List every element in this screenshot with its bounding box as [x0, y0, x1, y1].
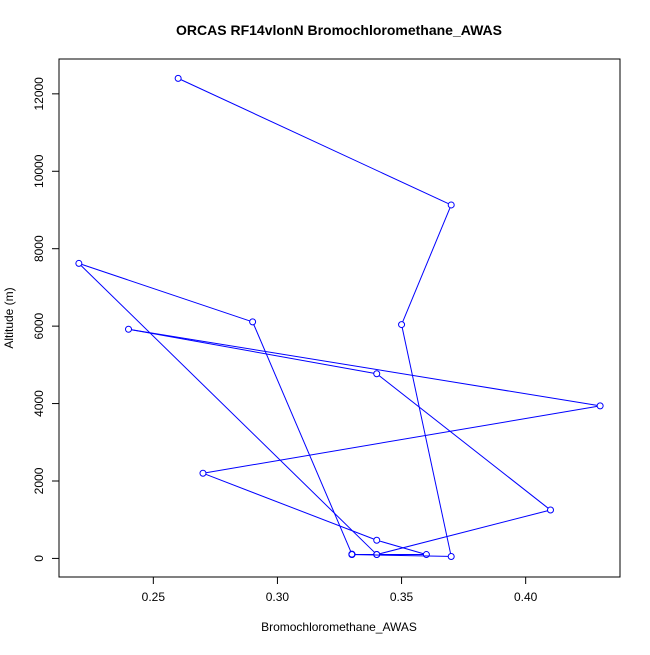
x-axis-label: Bromochloromethane_AWAS: [261, 620, 417, 634]
x-tick-label: 0.25: [142, 590, 166, 604]
series-line-segment: [81, 263, 250, 322]
series-line-segment: [253, 324, 352, 552]
data-point: [199, 469, 207, 477]
data-point: [447, 552, 455, 560]
data-point: [373, 536, 381, 544]
x-tick-label: 0.30: [266, 590, 290, 604]
series-line-segment: [401, 327, 452, 554]
chart-title: ORCAS RF14vlonN Bromochloromethane_AWAS: [176, 22, 502, 38]
y-axis-label: Altitude (m): [2, 287, 16, 348]
y-tick-label: 8000: [32, 235, 46, 262]
x-tick-label: 0.40: [514, 590, 538, 604]
data-point: [125, 325, 133, 333]
y-tick-label: 12000: [32, 77, 46, 111]
series-line-segment: [379, 510, 548, 555]
series-line-segment: [402, 207, 451, 323]
y-tick-label: 10000: [32, 154, 46, 188]
data-point: [249, 318, 257, 326]
y-tick-label: 0: [32, 555, 46, 562]
series-layer: [75, 74, 604, 560]
y-tick-label: 6000: [32, 312, 46, 339]
series-line-segment: [80, 265, 375, 553]
series-line-segment: [205, 405, 598, 474]
y-tick-label: 4000: [32, 390, 46, 417]
y-axis: 0 2000 4000 6000 8000 10000 12000: [32, 77, 60, 562]
data-point: [348, 550, 356, 558]
data-point: [596, 402, 604, 410]
data-point: [75, 259, 83, 267]
x-axis: 0.25 0.30 0.35 0.40: [142, 576, 538, 604]
data-point: [174, 74, 182, 82]
series-line-segment: [180, 79, 449, 205]
series-line-segment: [379, 540, 424, 555]
x-tick-label: 0.35: [390, 590, 414, 604]
y-tick-label: 2000: [32, 467, 46, 494]
data-point: [546, 506, 554, 514]
data-point: [422, 551, 430, 559]
data-point: [373, 370, 381, 378]
series-line-segment: [378, 375, 549, 509]
series-line-segment: [205, 473, 375, 540]
series-line-segment: [131, 329, 598, 406]
data-point: [447, 201, 455, 209]
data-point: [398, 321, 406, 329]
series-line-segment: [131, 329, 374, 374]
data-point: [373, 551, 381, 559]
